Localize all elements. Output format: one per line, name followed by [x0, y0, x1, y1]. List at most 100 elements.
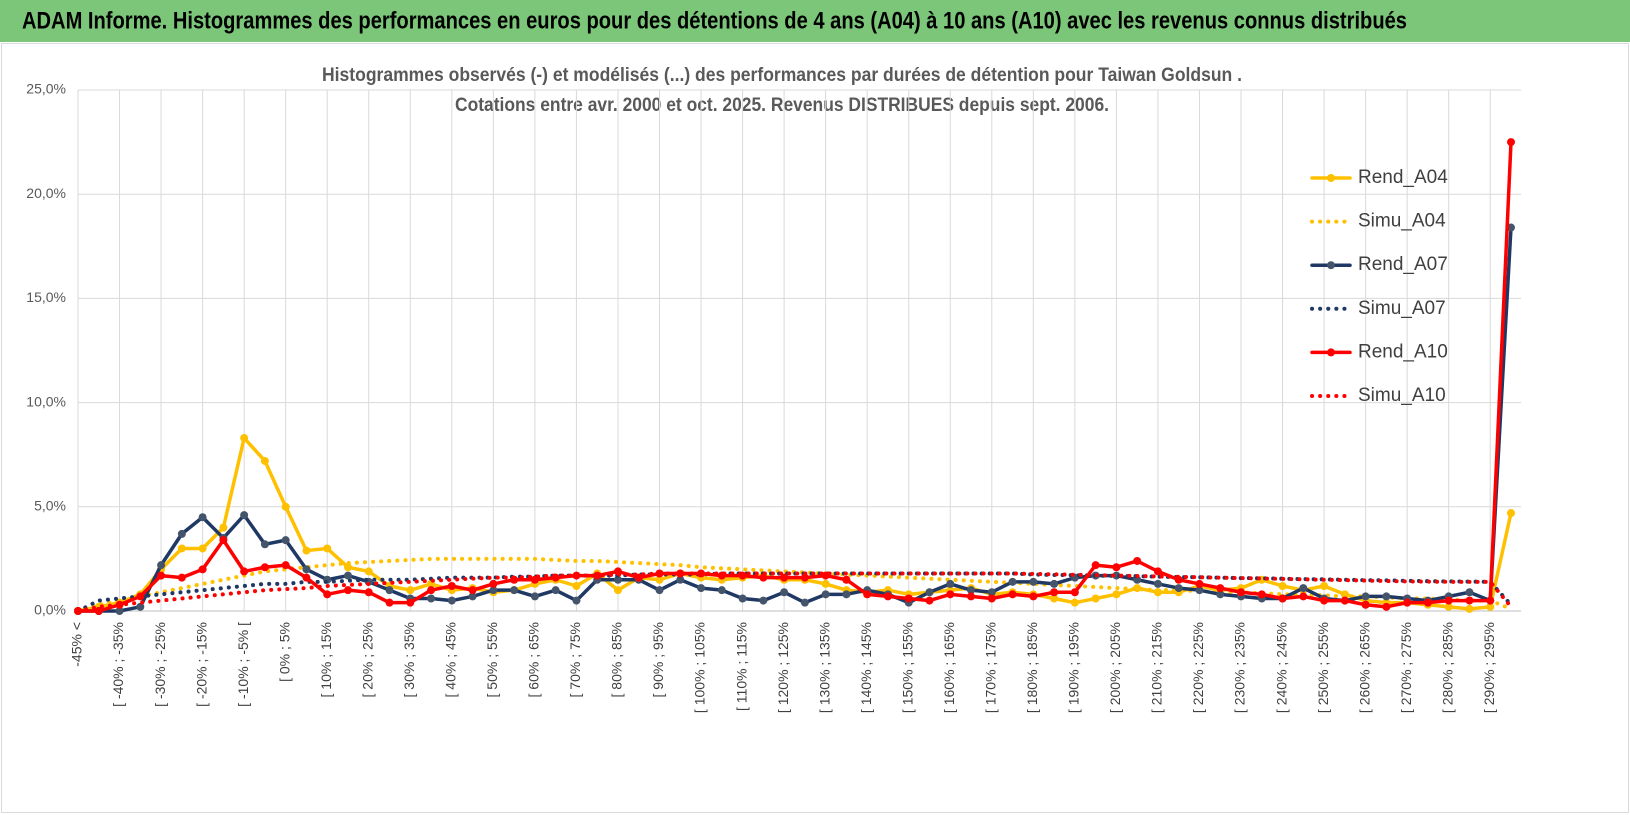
- x-tick-label: [ 70% ; 75%: [567, 622, 583, 698]
- legend-marker: [1327, 174, 1335, 182]
- point: [323, 590, 332, 599]
- point: [655, 586, 664, 595]
- point: [676, 569, 685, 578]
- point: [1216, 584, 1225, 593]
- point: [1278, 594, 1287, 603]
- point: [240, 511, 249, 520]
- point: [177, 573, 186, 582]
- x-tick-label: [ 150% ; 155%: [899, 622, 915, 713]
- point: [821, 590, 830, 599]
- x-tick-label: [ 20% ; 25%: [359, 622, 375, 698]
- point: [136, 602, 145, 611]
- header-bar: [0, 0, 1630, 42]
- point: [946, 579, 955, 588]
- point: [1112, 590, 1121, 599]
- x-tick-label: [ 180% ; 185%: [1024, 622, 1040, 713]
- point: [302, 546, 311, 555]
- point: [1070, 598, 1079, 607]
- x-tick-label: [ 270% ; 275%: [1398, 622, 1414, 713]
- point: [967, 592, 976, 601]
- point: [447, 581, 456, 590]
- point: [780, 588, 789, 597]
- point: [260, 540, 269, 549]
- point: [551, 586, 560, 595]
- point: [427, 594, 436, 603]
- x-tick-label: [ 50% ; 55%: [484, 622, 500, 698]
- point: [364, 588, 373, 597]
- point: [136, 592, 145, 601]
- point: [1320, 596, 1329, 605]
- x-tick-label: [ -30% ; -25%: [152, 622, 168, 707]
- point: [198, 513, 207, 522]
- point: [1008, 577, 1017, 586]
- x-tick-label: [ 120% ; 125%: [775, 622, 791, 713]
- x-tick-label: [ 250% ; 255%: [1315, 622, 1331, 713]
- point: [572, 571, 581, 580]
- point: [1465, 596, 1474, 605]
- x-tick-label: [ -20% ; -15%: [193, 622, 209, 707]
- point: [1195, 586, 1204, 595]
- point: [240, 567, 249, 576]
- point: [883, 592, 892, 601]
- y-tick-label: 0,0%: [34, 602, 66, 618]
- point: [1507, 223, 1515, 232]
- x-tick-label: [ 90% ; 95%: [650, 622, 666, 698]
- point: [115, 607, 124, 615]
- x-tick-label: [ -40% ; -35%: [110, 622, 126, 707]
- point: [821, 579, 830, 588]
- point: [1361, 600, 1370, 609]
- point: [530, 592, 539, 601]
- point: [260, 456, 269, 465]
- x-tick-label: [ 10% ; 15%: [318, 622, 334, 698]
- y-tick-label: 25,0%: [26, 81, 66, 97]
- point: [904, 594, 913, 603]
- legend-label: Simu_A07: [1358, 298, 1446, 319]
- header-title: ADAM Informe. Histogrammes des performan…: [22, 7, 1407, 34]
- point: [240, 434, 249, 443]
- point: [800, 598, 809, 607]
- legend-label: Simu_A04: [1358, 211, 1446, 232]
- point: [489, 586, 498, 595]
- point: [157, 571, 166, 580]
- point: [842, 575, 851, 584]
- point: [1050, 594, 1059, 603]
- point: [1444, 602, 1453, 611]
- point: [1465, 604, 1474, 613]
- point: [343, 563, 352, 572]
- point: [198, 544, 207, 553]
- point: [427, 586, 436, 595]
- point: [842, 590, 851, 599]
- y-tick-label: 20,0%: [26, 185, 66, 201]
- legend-label: Simu_A10: [1358, 385, 1446, 406]
- point: [1486, 596, 1495, 605]
- point: [406, 598, 415, 607]
- point: [198, 565, 207, 574]
- point: [302, 573, 311, 582]
- point: [987, 594, 996, 603]
- observed-line: [76, 436, 1513, 613]
- point: [946, 590, 955, 599]
- point: [759, 573, 768, 582]
- point: [1403, 598, 1412, 607]
- x-tick-label: [ 80% ; 85%: [609, 622, 625, 698]
- point: [1029, 592, 1038, 601]
- point: [468, 592, 477, 601]
- point: [364, 567, 373, 576]
- point: [1091, 594, 1100, 603]
- point: [759, 596, 768, 605]
- point: [510, 586, 519, 595]
- point: [1257, 590, 1266, 599]
- legend-label: Rend_A04: [1358, 167, 1448, 188]
- point: [302, 565, 311, 574]
- chart-frame: [1, 43, 1629, 813]
- point: [987, 588, 996, 597]
- point: [780, 573, 789, 582]
- y-tick-label: 5,0%: [34, 498, 66, 514]
- point: [1507, 138, 1515, 147]
- point: [1382, 592, 1391, 601]
- point: [1070, 588, 1079, 597]
- point: [177, 529, 186, 538]
- point: [281, 561, 290, 570]
- point: [1091, 561, 1100, 570]
